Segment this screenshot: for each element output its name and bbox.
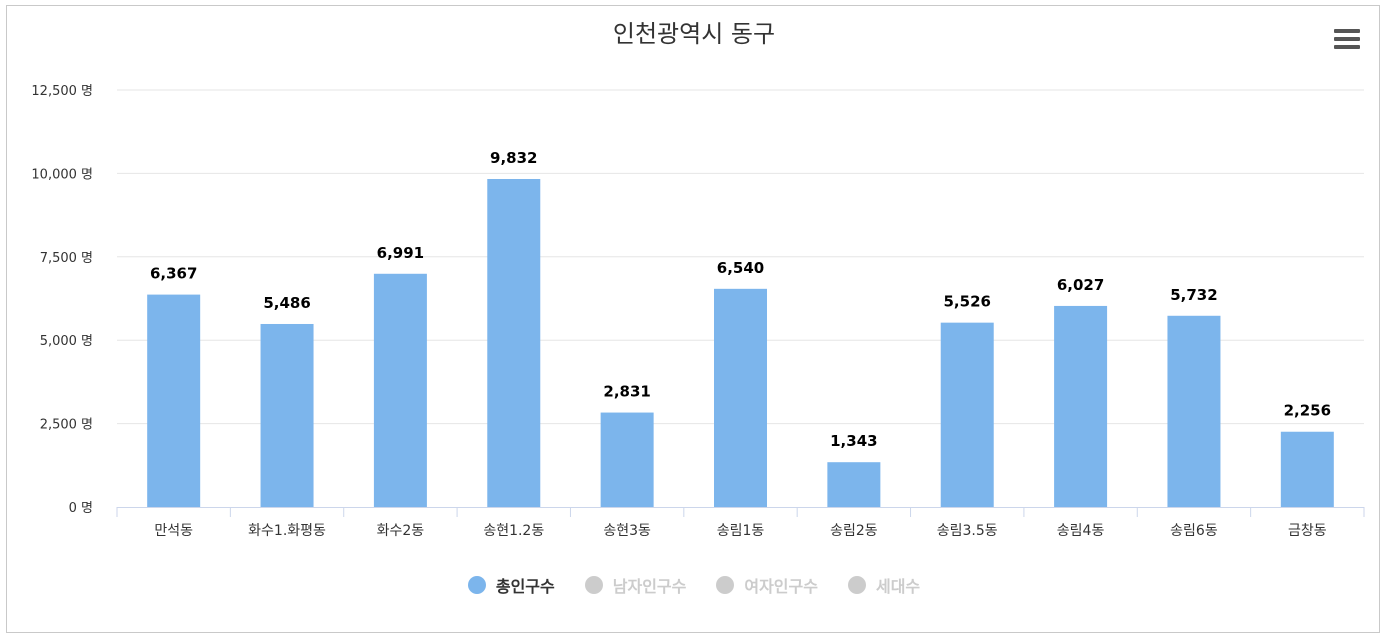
x-tick-label: 송림1동: [717, 523, 765, 539]
data-labels: 6,367 5,486 6,991 9,832 2,831 6,540 1,343 5,526…: [150, 149, 1331, 450]
y-tick-label: 12,500 명: [31, 84, 93, 99]
x-tick-label: 송림3.5동: [937, 523, 998, 539]
y-tick-label: 2,500 명: [40, 418, 93, 433]
chart-title: 인천광역시 동구: [612, 20, 776, 48]
data-label: 6,540: [717, 259, 764, 277]
legend-item[interactable]: 총인구수: [467, 573, 555, 597]
x-tick-label: 화수1.화평동: [248, 523, 326, 539]
bar[interactable]: [1054, 305, 1108, 507]
y-tick-label: 0 명: [69, 501, 93, 516]
data-label: 2,256: [1284, 402, 1331, 420]
x-tick-label: 송현3동: [603, 523, 651, 539]
x-tick-label: 송림2동: [830, 523, 878, 539]
data-label: 1,343: [830, 432, 877, 450]
legend-dot-icon: [847, 576, 866, 594]
data-label: 5,526: [944, 293, 991, 311]
x-tick-label: 송림4동: [1057, 523, 1105, 539]
x-tick-label: 송현1.2동: [483, 523, 544, 539]
x-axis-ticks: 만석동 화수1.화평동 화수2동 송현1.2동 송현3동 송림1동 송림2동 송림3.5동 송림…: [116, 507, 1365, 539]
bar[interactable]: [487, 179, 541, 507]
legend-label: 총인구수: [495, 577, 555, 596]
y-tick-label: 10,000 명: [31, 167, 93, 182]
legend-dot-icon: [584, 576, 603, 594]
data-label: 5,486: [263, 294, 310, 312]
data-label: 6,367: [150, 265, 197, 283]
bar[interactable]: [827, 462, 881, 507]
legend-dot-icon: [716, 576, 735, 594]
bar[interactable]: [147, 294, 201, 507]
y-tick-label: 7,500 명: [40, 251, 93, 266]
data-label: 5,732: [1170, 286, 1217, 304]
hamburger-menu-icon[interactable]: [1330, 26, 1362, 54]
data-label: 2,831: [603, 383, 650, 401]
legend-item[interactable]: 남자인구수: [584, 573, 687, 597]
bar[interactable]: [1280, 431, 1334, 507]
bar[interactable]: [1167, 315, 1221, 507]
bar-chart: 0 명 2,500 명 5,000 명 7,500 명 10,000 명 12,500 명…: [31, 84, 1365, 539]
legend-item[interactable]: 세대수: [847, 573, 921, 597]
chart-container: [6, 5, 1380, 633]
bar[interactable]: [940, 322, 994, 507]
bars: [147, 179, 1334, 507]
bar[interactable]: [714, 288, 767, 507]
legend-item[interactable]: 여자인구수: [716, 573, 818, 597]
data-label: 9,832: [490, 149, 537, 167]
bar[interactable]: [373, 273, 427, 507]
data-label: 6,027: [1057, 276, 1104, 294]
y-tick-label: 5,000 명: [40, 334, 93, 349]
chart-legend: 총인구수 남자인구수 여자인구수 세대수: [0, 572, 1388, 598]
x-tick-label: 화수2동: [377, 523, 425, 539]
bar[interactable]: [260, 323, 314, 507]
legend-label: 남자인구수: [612, 577, 687, 596]
bar[interactable]: [600, 412, 654, 507]
x-tick-label: 송림6동: [1170, 523, 1218, 539]
data-label: 6,991: [377, 244, 424, 262]
y-axis-ticks: 0 명 2,500 명 5,000 명 7,500 명 10,000 명 12,500 명: [31, 84, 93, 516]
legend-label: 여자인구수: [744, 577, 818, 596]
x-tick-label: 만석동: [154, 523, 193, 539]
legend-dot-icon: [467, 576, 486, 594]
x-tick-label: 금창동: [1288, 523, 1327, 539]
legend-label: 세대수: [875, 577, 921, 596]
